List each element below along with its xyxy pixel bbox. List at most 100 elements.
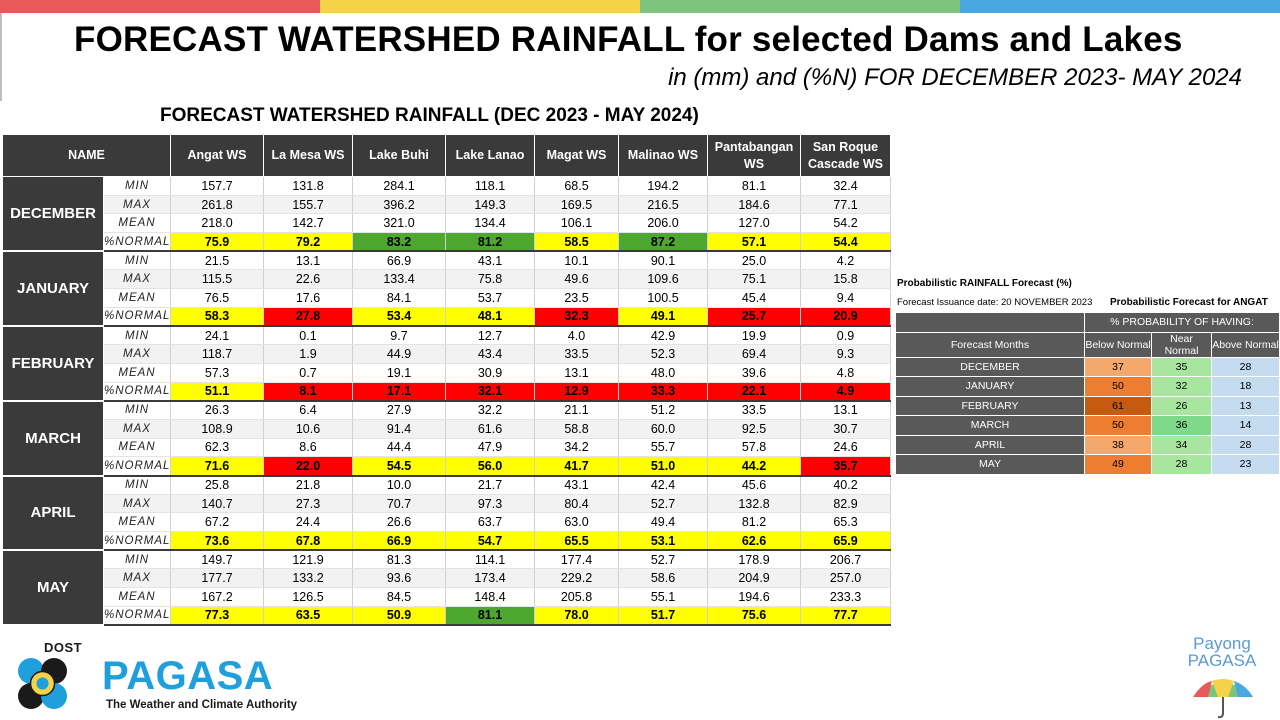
table-row-normal: %NORMAL 75.9 79.2 83.2 81.2 58.5 87.2 57.1 54.4: [3, 232, 891, 253]
rainfall-min-cell: 42.4: [618, 475, 708, 495]
rainfall-mean-cell: 4.8: [800, 363, 891, 383]
stat-label: MEAN: [103, 213, 171, 234]
prob-month: APRIL: [895, 434, 1085, 455]
rainfall-mean-cell: 55.7: [618, 438, 708, 458]
top-bar-blue: [960, 0, 1280, 13]
percent-normal-cell: 53.1: [618, 531, 708, 552]
rainfall-min-cell: 6.4: [263, 400, 353, 420]
rainfall-min-cell: 43.1: [445, 251, 535, 271]
col-header-site: Lake Lanao: [445, 134, 535, 177]
percent-normal-cell: 77.7: [800, 606, 891, 626]
rainfall-min-cell: 10.1: [534, 251, 619, 271]
rainfall-max-cell: 70.7: [352, 494, 446, 514]
stat-label: MAX: [103, 419, 171, 439]
col-header-name: NAME: [2, 134, 171, 177]
rainfall-max-cell: 155.7: [263, 195, 353, 215]
prob-below: 37: [1084, 356, 1152, 377]
stat-label: MIN: [103, 475, 171, 495]
percent-normal-cell: 87.2: [618, 232, 708, 253]
top-bar-yellow: [320, 0, 640, 13]
percent-normal-cell: 32.3: [534, 307, 619, 327]
prob-row: DECEMBER 37 35 28: [895, 356, 1280, 377]
col-header-site: Malinao WS: [618, 134, 708, 177]
rainfall-max-cell: 133.2: [263, 568, 353, 589]
rainfall-max-cell: 115.5: [170, 269, 264, 290]
prob-near: 35: [1151, 356, 1212, 377]
col-header-site: Pantabangan WS: [707, 134, 801, 177]
rainfall-min-cell: 32.2: [445, 400, 535, 420]
percent-normal-cell: 53.4: [352, 307, 446, 327]
prob-issuance-date: Forecast Issuance date: 20 NOVEMBER 2023: [897, 297, 1093, 308]
rainfall-max-cell: 257.0: [800, 568, 891, 589]
rainfall-max-cell: 49.6: [534, 269, 619, 290]
prob-near: 28: [1151, 454, 1212, 475]
rainfall-min-cell: 157.7: [170, 176, 264, 196]
left-edge-line: [0, 13, 2, 101]
percent-normal-cell: 83.2: [352, 232, 446, 253]
rainfall-min-cell: 10.0: [352, 475, 446, 495]
percent-normal-cell: 81.1: [445, 606, 535, 626]
percent-normal-cell: 49.1: [618, 307, 708, 327]
page-subtitle: in (mm) and (%N) FOR DECEMBER 2023- MAY …: [668, 64, 1242, 91]
stat-label: MAX: [103, 344, 171, 364]
prob-header-group-row: % PROBABILITY OF HAVING:: [895, 312, 1280, 333]
rainfall-mean-cell: 148.4: [445, 587, 535, 607]
rainfall-min-cell: 33.5: [707, 400, 801, 420]
rainfall-max-cell: 108.9: [170, 419, 264, 439]
rainfall-max-cell: 27.3: [263, 494, 353, 514]
rainfall-max-cell: 216.5: [618, 195, 708, 215]
rainfall-min-cell: 66.9: [352, 251, 446, 271]
prob-above: 28: [1210, 434, 1280, 455]
col-header-site: La Mesa WS: [263, 134, 353, 177]
col-header-site: San Roque Cascade WS: [800, 134, 891, 177]
rainfall-min-cell: 4.2: [800, 251, 891, 271]
stat-label: %NORMAL: [103, 232, 171, 253]
rainfall-min-cell: 178.9: [707, 550, 801, 570]
percent-normal-cell: 20.9: [800, 307, 891, 327]
percent-normal-cell: 54.5: [352, 456, 446, 477]
percent-normal-cell: 4.9: [800, 382, 891, 402]
col-header-site: Lake Buhi: [352, 134, 446, 177]
rainfall-min-cell: 114.1: [445, 550, 535, 570]
prob-header-row: Forecast Months Below Normal Near Normal…: [895, 331, 1280, 358]
col-header-site: Magat WS: [534, 134, 619, 177]
percent-normal-cell: 51.0: [618, 456, 708, 477]
rainfall-mean-cell: 134.4: [445, 213, 535, 234]
percent-normal-cell: 79.2: [263, 232, 353, 253]
stat-label: MAX: [103, 269, 171, 290]
rainfall-max-cell: 132.8: [707, 494, 801, 514]
umbrella-icon: [1193, 679, 1253, 719]
percent-normal-cell: 58.5: [534, 232, 619, 253]
rainfall-max-cell: 91.4: [352, 419, 446, 439]
rainfall-max-cell: 10.6: [263, 419, 353, 439]
rainfall-min-cell: 81.1: [707, 176, 801, 196]
rainfall-mean-cell: 47.9: [445, 438, 535, 458]
percent-normal-cell: 44.2: [707, 456, 801, 477]
rainfall-mean-cell: 49.4: [618, 512, 708, 533]
rainfall-max-cell: 92.5: [707, 419, 801, 439]
month-label: JANUARY: [2, 250, 104, 327]
rainfall-mean-cell: 142.7: [263, 213, 353, 234]
prob-above: 13: [1210, 395, 1280, 416]
month-label: DECEMBER: [2, 176, 104, 253]
table-row-normal: %NORMAL 71.6 22.0 54.5 56.0 41.7 51.0 44.2 35.7: [3, 456, 891, 477]
rainfall-min-cell: 177.4: [534, 550, 619, 570]
prob-below: 50: [1084, 415, 1152, 436]
stat-label: MIN: [103, 326, 171, 346]
pagasa-wordmark: PAGASA: [102, 654, 274, 698]
rainfall-min-cell: 42.9: [618, 326, 708, 346]
stat-label: MIN: [103, 176, 171, 196]
rainfall-max-cell: 109.6: [618, 269, 708, 290]
prob-title: Probabilistic RAINFALL Forecast (%): [897, 278, 1072, 289]
table-row: MAY MIN 149.7 121.9 81.3 114.1 177.4 52.7 178.9 2…: [2, 549, 891, 626]
table-row-normal: %NORMAL 77.3 63.5 50.9 81.1 78.0 51.7 75.6 77.7: [3, 606, 891, 626]
rainfall-min-cell: 27.9: [352, 400, 446, 420]
prob-near: 34: [1151, 434, 1212, 455]
rainfall-max-cell: 204.9: [707, 568, 801, 589]
rainfall-min-cell: 26.3: [170, 400, 264, 420]
rainfall-max-cell: 69.4: [707, 344, 801, 364]
rainfall-max-cell: 58.6: [618, 568, 708, 589]
rainfall-min-cell: 24.1: [170, 326, 264, 346]
table-row: MEAN 57.3 0.7 19.1 30.9 13.1 48.0 39.6 4.8: [3, 363, 891, 383]
pagasa-tagline: The Weather and Climate Authority: [106, 699, 298, 711]
